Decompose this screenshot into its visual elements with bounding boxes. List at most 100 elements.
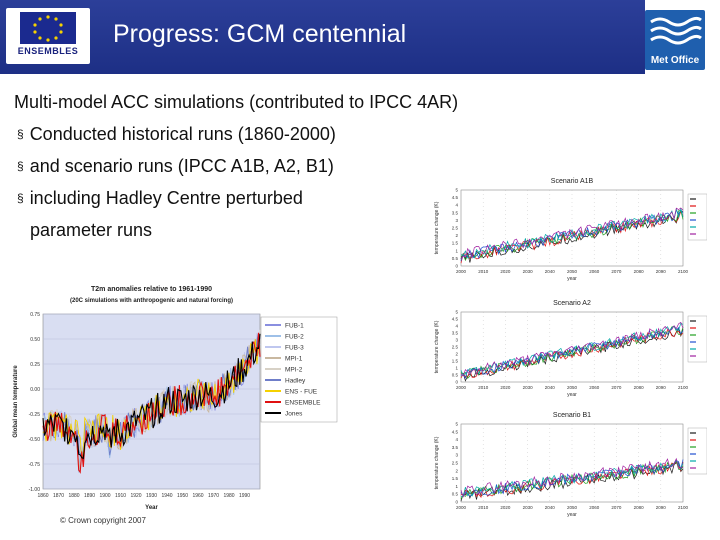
bullet-marker-icon: § xyxy=(17,191,24,205)
metoffice-logo: Met Office xyxy=(645,10,705,70)
x-tick-label: 2050 xyxy=(567,385,578,390)
wave-icon xyxy=(650,16,702,45)
y-tick-label: 0.00 xyxy=(30,387,40,393)
x-tick-label: 1880 xyxy=(68,493,79,499)
x-tick-label: 2070 xyxy=(611,505,622,510)
y-tick-label: 0.25 xyxy=(30,362,40,368)
slide-title: Progress: GCM centennial xyxy=(113,20,407,48)
x-tick-label: 1940 xyxy=(161,493,172,499)
y-tick-label: 3 xyxy=(455,218,458,223)
y-tick-label: 2.5 xyxy=(452,461,459,466)
x-tick-label: 2050 xyxy=(567,269,578,274)
y-axis-label: temperature change (K) xyxy=(434,201,440,254)
bullet-text: Conducted historical runs (1860-2000) xyxy=(29,124,336,144)
y-tick-label: 1 xyxy=(455,248,458,253)
ensembles-logo-text: ENSEMBLES xyxy=(17,46,79,56)
x-tick-label: 1970 xyxy=(208,493,219,499)
y-tick-label: 3 xyxy=(455,453,458,458)
x-tick-label: 2010 xyxy=(478,505,489,510)
x-tick-label: 2010 xyxy=(478,385,489,390)
legend-label: Hadley xyxy=(285,378,306,385)
y-tick-label: 2 xyxy=(455,468,458,473)
legend-label: FUB-3 xyxy=(285,345,304,352)
legend-label: Jones xyxy=(285,411,303,418)
chart-title: Scenario A2 xyxy=(553,300,591,307)
x-tick-label: 2020 xyxy=(500,385,511,390)
eu-stars-icon xyxy=(20,12,76,44)
y-tick-label: 5 xyxy=(455,188,458,193)
x-tick-label: 2070 xyxy=(611,269,622,274)
y-tick-label: 0.5 xyxy=(452,373,459,378)
y-tick-label: 4.5 xyxy=(452,317,459,322)
x-tick-label: 1870 xyxy=(53,493,64,499)
bullet-text: and scenario runs (IPCC A1B, A2, B1) xyxy=(29,156,334,176)
x-tick-label: 1920 xyxy=(130,493,141,499)
chart-title: Scenario B1 xyxy=(553,412,591,419)
scenario-series-line xyxy=(460,460,684,500)
scenario-series-line xyxy=(460,322,684,376)
scenario-series-line xyxy=(460,325,684,379)
historical-temperature-chart: T2m anomalies relative to 1961-1990 (20C … xyxy=(13,286,338,511)
series-line-jones xyxy=(42,333,261,460)
copyright-notice: © Crown copyright 2007 xyxy=(60,516,146,525)
y-tick-label: 1 xyxy=(455,366,458,371)
y-tick-label: 2 xyxy=(455,233,458,238)
x-axis-label: year xyxy=(567,512,577,518)
y-axis-label: Global mean temperature xyxy=(13,365,19,438)
y-tick-label: 1.5 xyxy=(452,241,459,246)
y-tick-label: 0 xyxy=(455,264,458,269)
title-bar xyxy=(0,0,645,74)
scenario-series-line xyxy=(460,321,684,377)
legend-box xyxy=(687,193,707,241)
y-tick-label: 0.50 xyxy=(30,337,40,343)
x-tick-label: 1980 xyxy=(223,493,234,499)
y-axis-label: temperature change (K) xyxy=(434,320,440,373)
x-tick-label: 2020 xyxy=(500,269,511,274)
y-tick-label: -1.00 xyxy=(29,487,41,493)
x-tick-label: 2000 xyxy=(456,385,467,390)
x-tick-label: 1930 xyxy=(146,493,157,499)
y-tick-label: 4.5 xyxy=(452,195,459,200)
y-tick-label: -0.50 xyxy=(29,437,41,443)
x-axis-label: year xyxy=(567,276,577,282)
x-tick-label: 2100 xyxy=(678,505,689,510)
x-tick-label: 2020 xyxy=(500,505,511,510)
bullet-marker-icon: § xyxy=(17,159,24,173)
y-tick-label: 0.5 xyxy=(452,492,459,497)
y-tick-label: 3.5 xyxy=(452,331,459,336)
x-tick-label: 1890 xyxy=(84,493,95,499)
y-tick-label: 1.5 xyxy=(452,476,459,481)
legend-label: FUB-1 xyxy=(285,323,304,330)
y-tick-label: 4.5 xyxy=(452,429,459,434)
body-heading: Multi-model ACC simulations (contributed… xyxy=(14,92,459,112)
legend-label: ENS - FUE xyxy=(285,389,318,396)
chart-title: Scenario A1B xyxy=(551,178,594,185)
y-tick-label: 1.5 xyxy=(452,359,459,364)
scenario-series-line xyxy=(460,207,684,260)
series-line-ensemble xyxy=(42,332,261,474)
y-tick-label: 5 xyxy=(455,310,458,315)
y-tick-label: 0 xyxy=(455,500,458,505)
x-tick-label: 2060 xyxy=(589,505,600,510)
x-tick-label: 1960 xyxy=(192,493,203,499)
chart-subtitle: (20C simulations with anthropogenic and … xyxy=(70,298,233,304)
legend-label: MPI-2 xyxy=(285,367,303,374)
y-tick-label: 0.5 xyxy=(452,256,459,261)
y-tick-label: 4 xyxy=(455,203,458,208)
x-tick-label: 2000 xyxy=(456,505,467,510)
bullet-item: § Conducted historical runs (1860-2000) xyxy=(14,124,484,145)
slide-header: ENSEMBLES Progress: GCM centennial Met O… xyxy=(0,0,720,82)
x-axis-label: Year xyxy=(145,505,158,511)
y-tick-label: 0.75 xyxy=(30,312,40,318)
scenario-a1b-chart: Scenario A1B 2000 2010 2020 2030 2040 2050 2060… xyxy=(434,178,707,282)
y-tick-label: 5 xyxy=(455,422,458,427)
x-tick-label: 1900 xyxy=(99,493,110,499)
legend-label: MPI-1 xyxy=(285,356,303,363)
bullet-item: § and scenario runs (IPCC A1B, A2, B1) xyxy=(14,156,484,177)
x-tick-label: 2040 xyxy=(545,269,556,274)
scenario-series-line xyxy=(460,207,684,259)
y-tick-label: 4 xyxy=(455,324,458,329)
scenario-a2-chart: Scenario A2 2000 2010 2020 2030 2040 2050 2060 2… xyxy=(434,300,707,398)
y-tick-label: 3.5 xyxy=(452,210,459,215)
x-tick-label: 2000 xyxy=(456,269,467,274)
